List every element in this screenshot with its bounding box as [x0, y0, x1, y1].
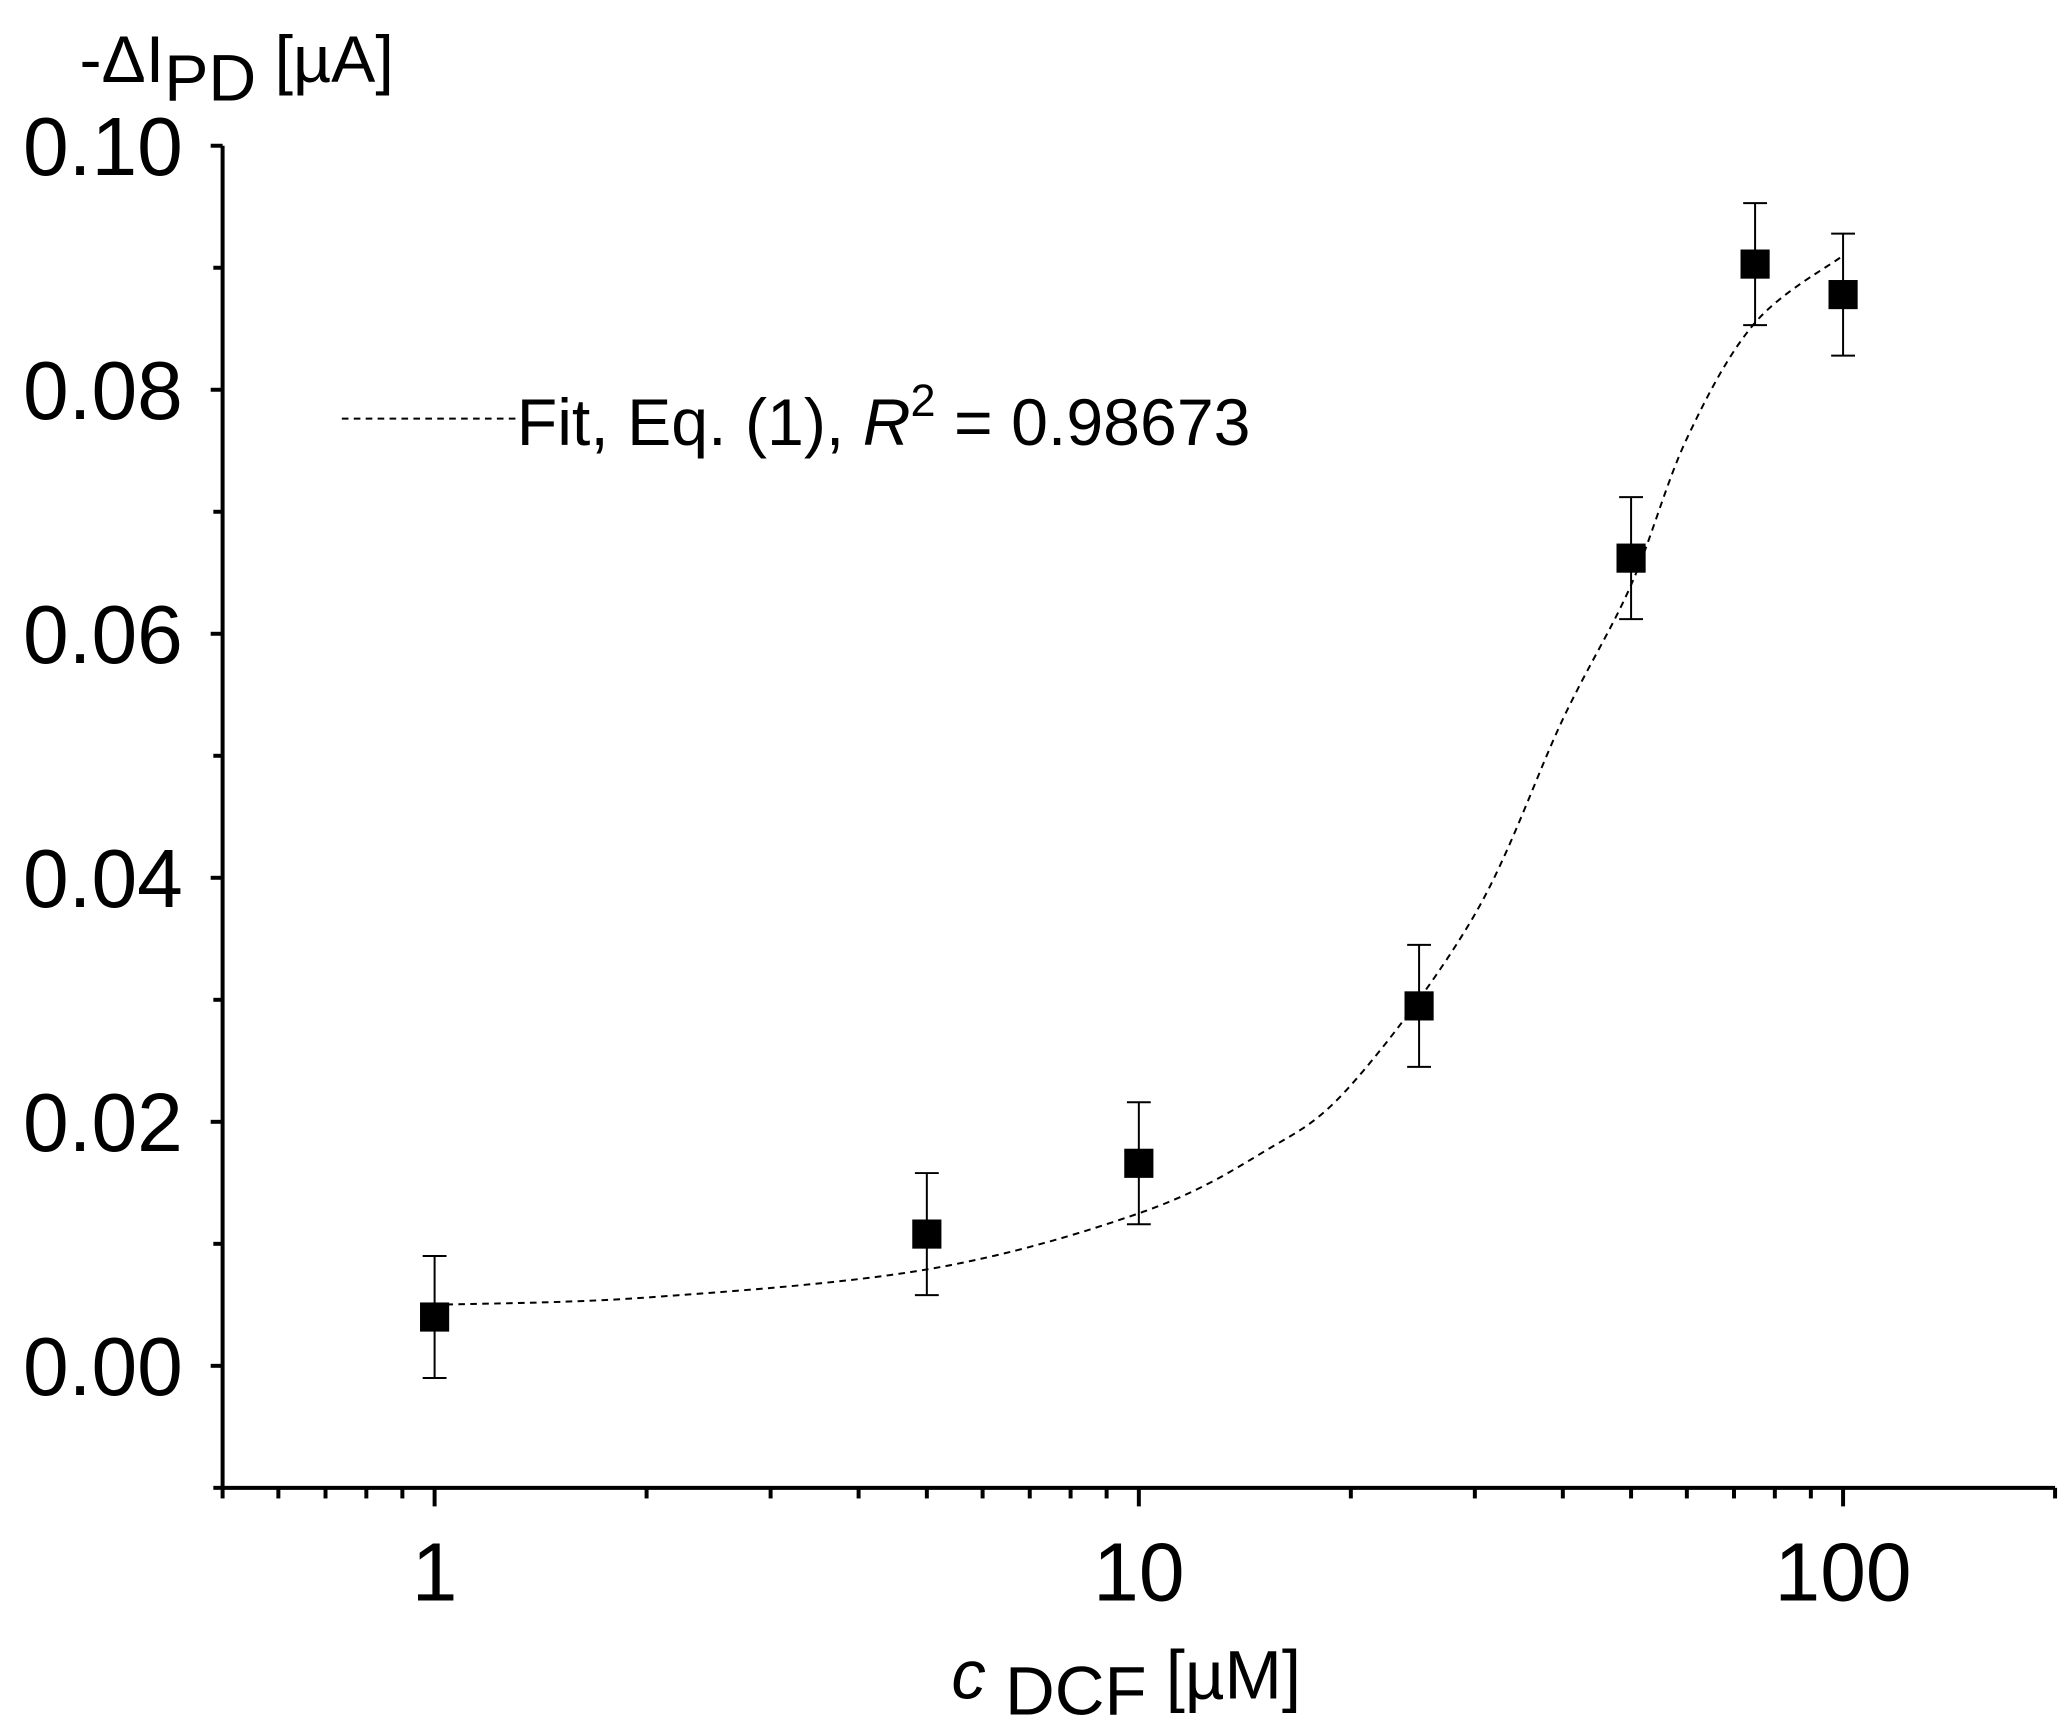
square-marker: [1740, 249, 1770, 279]
data-point: [420, 1255, 450, 1380]
square-marker: [1124, 1148, 1154, 1178]
data-point: [1828, 232, 1858, 357]
y-tick-label: 0.06: [23, 590, 183, 681]
square-marker: [420, 1302, 450, 1332]
y-tick-label: 0.04: [23, 834, 183, 925]
data-point: [1124, 1101, 1154, 1226]
legend-text: Fit, Eq. (1), R2 = 0.98673: [517, 375, 1251, 460]
data-points: [420, 202, 1858, 1380]
x-tick-label: 100: [1775, 1527, 1912, 1618]
axes: 0.00 0.02 0.04 0.06 0.08 0.10 1 10 100: [23, 102, 2058, 1618]
y-tick-label: 0.02: [23, 1078, 183, 1169]
y-tick-label: 0.08: [23, 346, 183, 437]
data-point: [1616, 496, 1646, 621]
data-point: [1740, 202, 1770, 327]
y-axis-label: -ΔIPD [µA]: [80, 23, 394, 116]
square-marker: [1404, 991, 1434, 1021]
fit-curve-group: [434, 254, 1844, 1306]
square-marker: [1616, 543, 1646, 573]
square-marker: [1828, 280, 1858, 310]
data-point: [912, 1172, 942, 1297]
x-tick-label: 10: [1093, 1527, 1184, 1618]
y-tick-label: 0.00: [23, 1322, 183, 1413]
fit-curve: [434, 254, 1844, 1306]
x-tick-label: 1: [412, 1527, 458, 1618]
square-marker: [912, 1219, 942, 1249]
y-tick-label: 0.10: [23, 102, 183, 193]
legend: Fit, Eq. (1), R2 = 0.98673: [341, 375, 1251, 460]
data-point: [1404, 943, 1434, 1068]
x-axis-label: c DCF [µM]: [951, 1637, 1301, 1725]
